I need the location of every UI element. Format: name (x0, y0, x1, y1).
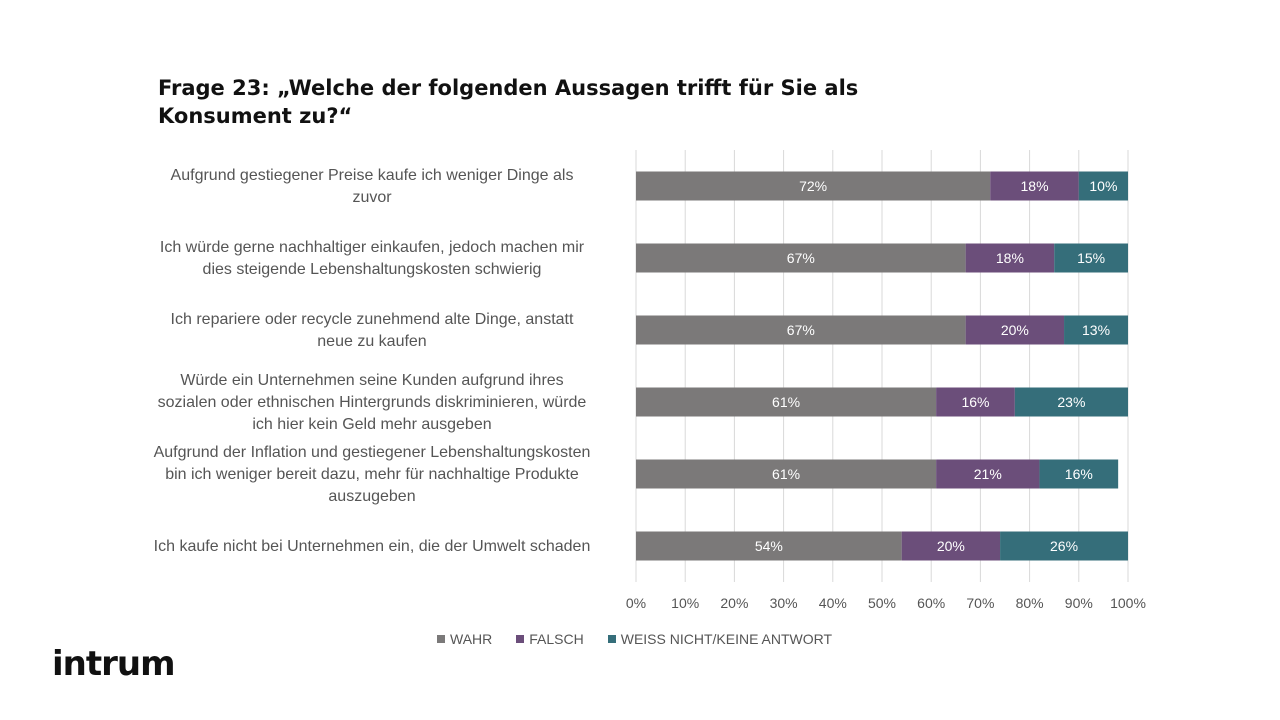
data-label: 18% (996, 250, 1024, 266)
data-label: 16% (1065, 466, 1093, 482)
x-tick-label: 50% (868, 595, 896, 611)
intrum-logo: intrum (52, 644, 176, 684)
category-label-line: Würde ein Unternehmen seine Kunden aufgr… (180, 372, 563, 389)
category-label-line: sozialen oder ethnischen Hintergrunds di… (158, 394, 587, 411)
bar-segment-wahr (636, 315, 966, 345)
category-label-line: Ich würde gerne nachhaltiger einkaufen, … (160, 239, 585, 256)
data-label: 15% (1077, 250, 1105, 266)
category-label-line: Ich repariere oder recycle zunehmend alt… (171, 311, 574, 328)
legend-item-falsch: FALSCH (516, 631, 584, 647)
bar-segment-weiss-nicht (1000, 531, 1128, 561)
data-label: 10% (1089, 178, 1117, 194)
data-label: 20% (937, 538, 965, 554)
bar-segment-weiss-nicht (1078, 171, 1128, 201)
x-tick-label: 40% (819, 595, 847, 611)
bar-segment-wahr (636, 387, 937, 417)
data-label: 13% (1082, 322, 1110, 338)
chart-title: Frage 23: „Welche der folgenden Aussagen… (158, 76, 859, 128)
data-label: 23% (1057, 394, 1085, 410)
bar-segment-weiss-nicht (1054, 243, 1128, 273)
x-tick-label: 0% (626, 595, 646, 611)
data-label: 20% (1001, 322, 1029, 338)
bar-segment-falsch (936, 459, 1040, 489)
category-label: Aufgrund gestiegener Preise kaufe ich we… (171, 167, 574, 206)
bar-segment-weiss-nicht (1064, 315, 1128, 345)
bar-segment-wahr (636, 459, 937, 489)
x-tick-label: 100% (1110, 595, 1146, 611)
bar-segment-falsch (936, 387, 1015, 417)
legend-swatch-wahr (437, 635, 445, 643)
category-label-line: Ich kaufe nicht bei Unternehmen ein, die… (154, 538, 591, 555)
legend-swatch-falsch (516, 635, 525, 643)
data-label: 67% (787, 250, 815, 266)
bar-segment-weiss-nicht (1039, 459, 1119, 489)
x-tick-label: 10% (671, 595, 699, 611)
data-label: 18% (1021, 178, 1049, 194)
data-label: 72% (799, 178, 827, 194)
data-label: 61% (772, 394, 800, 410)
data-label: 21% (974, 466, 1002, 482)
data-label: 16% (961, 394, 989, 410)
x-tick-label: 90% (1065, 595, 1093, 611)
category-label-line: Aufgrund der Inflation und gestiegener L… (154, 444, 591, 461)
x-tick-label: 70% (966, 595, 994, 611)
category-label-line: neue zu kaufen (317, 333, 426, 350)
legend-label-falsch: FALSCH (529, 631, 584, 647)
bar-segment-wahr (636, 243, 966, 273)
data-label: 61% (772, 466, 800, 482)
category-label-line: dies steigende Lebenshaltungskosten schw… (203, 261, 542, 278)
category-label-line: Aufgrund gestiegener Preise kaufe ich we… (171, 167, 574, 184)
legend-item-wahr: WAHR (437, 631, 492, 647)
category-label: Ich repariere oder recycle zunehmend alt… (171, 311, 574, 350)
data-label: 26% (1050, 538, 1078, 554)
bar-segment-wahr (636, 171, 991, 201)
category-label: Ich kaufe nicht bei Unternehmen ein, die… (154, 538, 591, 555)
data-label: 67% (787, 322, 815, 338)
bar-segment-falsch (990, 171, 1079, 201)
legend-swatch-weiss-nicht (607, 635, 616, 643)
chart-legend: WAHR FALSCH WEISS NICHT/KEINE ANTWORT (437, 631, 832, 647)
bar-segment-falsch (965, 315, 1065, 345)
x-tick-label: 80% (1016, 595, 1044, 611)
x-tick-label: 60% (917, 595, 945, 611)
data-label: 54% (755, 538, 783, 554)
x-tick-label: 20% (720, 595, 748, 611)
category-label-line: auszugeben (328, 488, 415, 505)
legend-label-weiss-nicht: WEISS NICHT/KEINE ANTWORT (620, 631, 833, 647)
category-label: Würde ein Unternehmen seine Kunden aufgr… (158, 372, 587, 433)
legend-item-weiss-nicht: WEISS NICHT/KEINE ANTWORT (607, 631, 833, 647)
legend-label-wahr: WAHR (450, 631, 493, 647)
bar-segment-falsch (901, 531, 1001, 561)
category-label: Aufgrund der Inflation und gestiegener L… (154, 444, 591, 505)
category-label-line: ich hier kein Geld mehr ausgeben (252, 416, 491, 433)
category-label: Ich würde gerne nachhaltiger einkaufen, … (160, 239, 585, 278)
bar-segment-falsch (965, 243, 1055, 273)
category-label-line: zuvor (352, 189, 392, 206)
bar-segment-weiss-nicht (1014, 387, 1128, 417)
category-label-line: bin ich weniger bereit dazu, mehr für na… (165, 466, 579, 483)
x-tick-label: 30% (770, 595, 798, 611)
bar-segment-wahr (636, 531, 902, 561)
